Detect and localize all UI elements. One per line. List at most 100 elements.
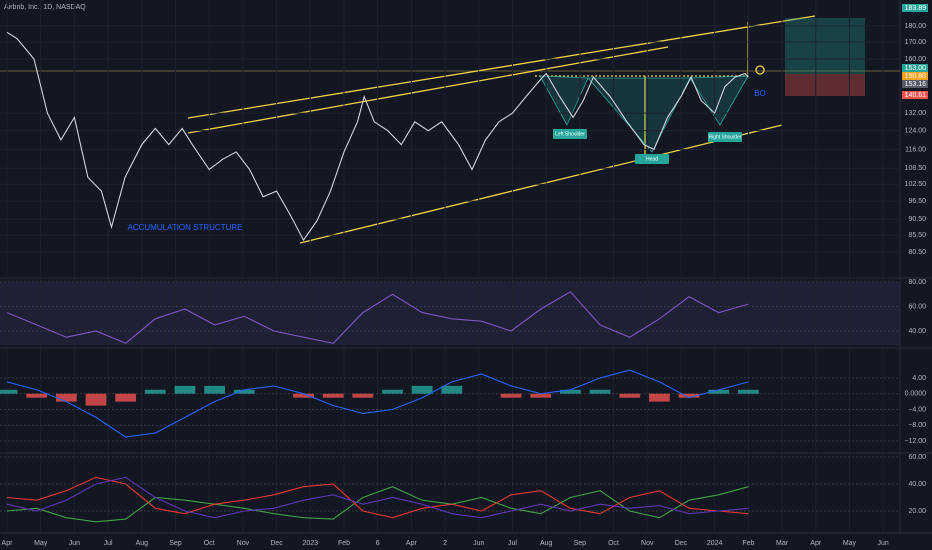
y-tick-label: 0.0000 xyxy=(905,391,927,398)
price-label: 153.00 xyxy=(905,65,927,72)
y-tick-label: 20.00 xyxy=(908,508,926,515)
x-tick-label: 6 xyxy=(376,540,380,547)
annotation: Head xyxy=(646,156,658,162)
histogram-bar xyxy=(737,389,759,394)
chart-title: Airbnb, Inc., 1D, NASDAQ xyxy=(4,4,86,11)
x-tick-label: Nov xyxy=(641,540,654,547)
y-tick-label: 102.50 xyxy=(905,181,927,188)
price-label-bg xyxy=(902,4,928,12)
histogram-bar xyxy=(233,389,255,394)
histogram-bar xyxy=(560,389,581,394)
histogram-bar xyxy=(530,393,552,398)
x-tick-label: Mar xyxy=(776,540,789,547)
annotation: Right Shoulder xyxy=(708,134,741,140)
x-tick-label: 2 xyxy=(443,540,447,547)
x-tick-label: Jul xyxy=(508,540,517,547)
histogram-bar xyxy=(352,393,374,398)
x-tick-label: Jun xyxy=(878,540,889,547)
x-tick-label: Dec xyxy=(270,540,283,547)
pattern-triangle xyxy=(539,75,589,126)
y-tick-label: −4.00 xyxy=(908,406,926,413)
x-tick-label: May xyxy=(34,540,48,547)
x-tick-label: Jul xyxy=(104,540,113,547)
price-label-bg xyxy=(902,64,928,72)
data-line xyxy=(6,369,749,438)
y-tick-label: 40.00 xyxy=(908,481,926,488)
x-tick-label: Sep xyxy=(574,540,587,547)
price-label-bg xyxy=(902,80,928,88)
target-zone xyxy=(785,18,865,74)
price-label: 183.89 xyxy=(905,5,927,12)
y-tick-label: 80.00 xyxy=(908,279,926,286)
histogram-bar xyxy=(500,393,522,398)
rsi-band xyxy=(0,282,900,345)
marker xyxy=(755,65,765,75)
price-label-bg xyxy=(902,91,928,99)
x-tick-label: Jun xyxy=(473,540,484,547)
y-tick-label: −8.00 xyxy=(908,422,926,429)
x-tick-label: Aug xyxy=(136,540,149,547)
histogram-bar xyxy=(55,393,77,402)
histogram-bar xyxy=(26,393,48,398)
histogram-bar xyxy=(115,393,137,402)
data-line xyxy=(6,291,749,344)
x-tick-label: Nov xyxy=(237,540,250,547)
x-tick-label: 2023 xyxy=(303,540,319,547)
y-tick-label: 40.00 xyxy=(908,328,926,335)
histogram-bar xyxy=(441,385,463,394)
histogram-bar xyxy=(322,393,344,398)
x-tick-label: Sep xyxy=(169,540,182,547)
annotation: ACCUMULATION STRUCTURE xyxy=(128,223,243,232)
x-tick-label: Oct xyxy=(608,540,619,547)
y-tick-label: 132.00 xyxy=(905,110,927,117)
histogram-bar xyxy=(649,393,670,402)
x-tick-label: Aug xyxy=(540,540,553,547)
y-tick-label: 108.50 xyxy=(905,165,927,172)
y-tick-label: 116.00 xyxy=(905,146,926,153)
data-line xyxy=(6,476,749,519)
y-tick-label: 96.50 xyxy=(908,198,926,205)
y-tick-label: 60.00 xyxy=(908,454,926,461)
annotation-bg xyxy=(635,154,669,164)
histogram-bar xyxy=(85,393,107,406)
price-label: 140.61 xyxy=(905,92,927,99)
histogram-bar xyxy=(204,385,225,394)
x-tick-label: Dec xyxy=(675,540,688,547)
price-label: 150.80 xyxy=(905,73,927,80)
y-tick-label: 180.00 xyxy=(905,23,927,30)
trendline xyxy=(187,15,816,119)
x-tick-label: May xyxy=(843,540,857,547)
price-label-bg xyxy=(902,72,928,80)
histogram-bar xyxy=(678,393,700,398)
annotation-bg xyxy=(553,129,587,139)
y-tick-label: 170.00 xyxy=(905,39,927,46)
price-label: 153.16 xyxy=(905,81,927,88)
x-tick-label: Apr xyxy=(406,540,418,547)
y-tick-label: 160.00 xyxy=(905,56,927,63)
y-tick-label: 90.50 xyxy=(908,216,926,223)
stop-zone xyxy=(785,74,865,96)
x-tick-label: Oct xyxy=(204,540,215,547)
x-tick-label: Apr xyxy=(810,540,822,547)
y-tick-label: −12.00 xyxy=(904,438,926,445)
x-tick-label: Feb xyxy=(742,540,754,547)
y-tick-label: 85.50 xyxy=(908,232,926,239)
trendline xyxy=(187,46,669,134)
y-tick-label: 124.00 xyxy=(905,128,927,135)
histogram-bar xyxy=(293,393,314,398)
drawings xyxy=(0,15,900,244)
y-tick-label: 80.50 xyxy=(908,249,926,256)
histogram-bar xyxy=(0,389,18,394)
y-tick-label: 60.00 xyxy=(908,303,926,310)
x-tick-label: Jun xyxy=(69,540,80,547)
histogram-bar xyxy=(708,389,730,394)
histogram-bar xyxy=(589,389,611,394)
histogram-bar xyxy=(174,385,196,394)
histogram-bar xyxy=(411,385,433,394)
annotation: Left Shoulder xyxy=(555,131,585,137)
histogram-bar xyxy=(382,389,403,394)
y-tick-label: 4.00 xyxy=(912,375,926,382)
histogram-bar xyxy=(619,393,641,398)
